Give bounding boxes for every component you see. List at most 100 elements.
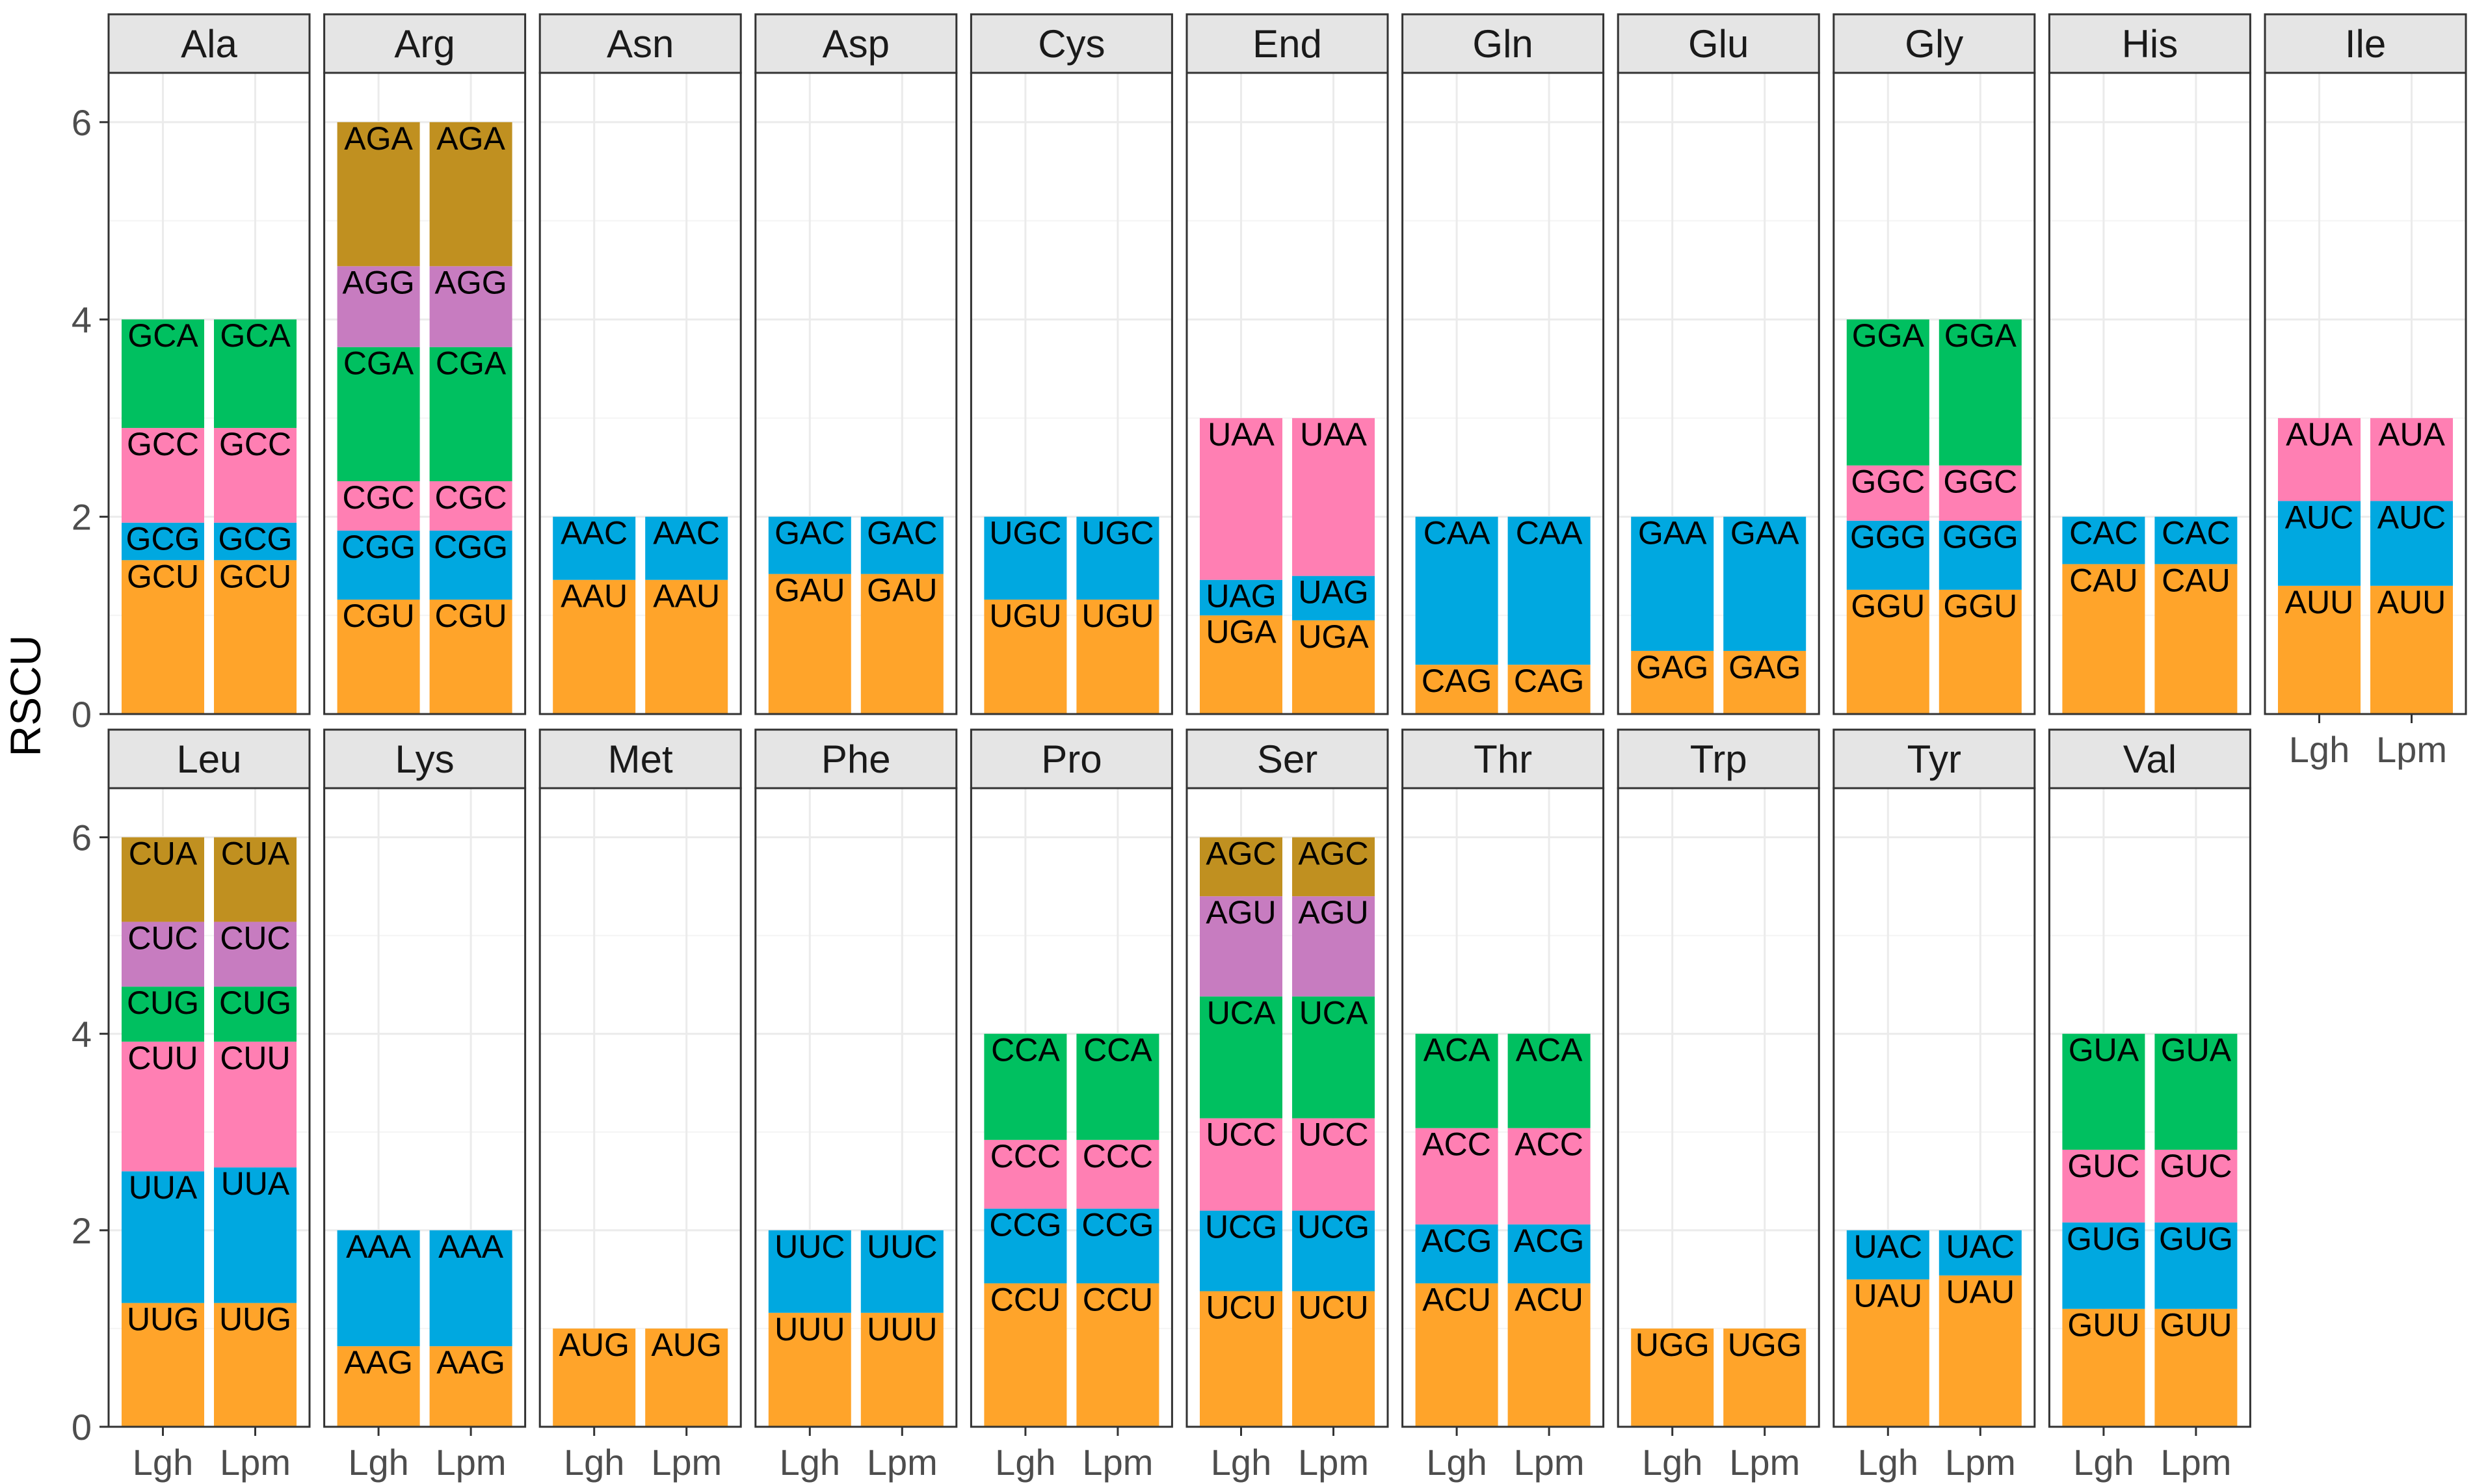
bar-segment-cug	[214, 987, 297, 1042]
codon-label: UUA	[221, 1165, 290, 1202]
facet-phe: Phe UUU UUC UUU UUC Lgh Lpm	[754, 728, 958, 1483]
bar-segment-guc	[2062, 1149, 2145, 1223]
bar-segment-caa	[1507, 516, 1591, 665]
codon-label: GGG	[1942, 519, 2018, 555]
codon-label: ACU	[1422, 1281, 1491, 1318]
codon-label: UCU	[1298, 1290, 1368, 1326]
codon-label: CUC	[127, 920, 198, 956]
bar-segment-ucg	[1200, 1210, 1282, 1292]
bar-segment-cga	[429, 347, 512, 482]
bar-segment-uag	[1200, 579, 1282, 616]
facet-strip	[1185, 13, 1389, 74]
facet-pro: Pro CCU CCG CCC CCA CCU CCG CCC CCA Lgh Lpm	[970, 728, 1173, 1483]
codon-label: AGC	[1298, 836, 1368, 872]
facet-strip	[1185, 728, 1389, 789]
x-tick-label: Lgh	[2289, 729, 2349, 770]
codon-label: GUC	[2160, 1148, 2232, 1184]
facet-leu: Leu UUG UUA CUU CUG CUC CUA UUG UUA CUU CUG CUC CUA 0…	[72, 728, 311, 1483]
facet-strip-label: Lys	[395, 737, 455, 781]
y-tick-label: 2	[72, 1210, 92, 1251]
bar-segment-gug	[2062, 1222, 2145, 1309]
bar-segment-aua	[2370, 417, 2453, 501]
x-tick-label: Lgh	[1858, 1442, 1918, 1483]
codon-label: CUG	[219, 985, 291, 1021]
facet-strip	[107, 728, 311, 789]
bar-segment-uca	[1292, 996, 1375, 1119]
codon-label: GUG	[2067, 1221, 2141, 1257]
codon-label: AGC	[1206, 836, 1276, 872]
bar-segment-caa	[1415, 516, 1498, 665]
bar-segment-cca	[984, 1033, 1067, 1140]
x-tick-label: Lgh	[1426, 1442, 1487, 1483]
bar-segment-acg	[1415, 1224, 1498, 1284]
bar-segment-acu	[1415, 1283, 1498, 1427]
x-tick-label: Lgh	[564, 1442, 624, 1483]
codon-label: UCG	[1205, 1209, 1277, 1245]
facet-strip-label: Phe	[821, 737, 891, 781]
bar-segment-ggg	[1939, 520, 2022, 590]
bar-segment-cga	[337, 347, 420, 482]
x-tick-label: Lgh	[780, 1442, 840, 1483]
codon-label: UAG	[1206, 578, 1276, 615]
facet-strip-label: Ser	[1257, 737, 1317, 781]
codon-label: GCU	[127, 558, 199, 594]
codon-label: ACG	[1422, 1223, 1492, 1259]
bar-segment-aua	[2278, 417, 2361, 501]
bar-segment-cua	[214, 837, 297, 922]
codon-label: UCC	[1206, 1117, 1276, 1153]
bar-segment-uuc	[860, 1230, 944, 1313]
codon-label: GAG	[1728, 649, 1801, 685]
codon-label: CUA	[129, 836, 198, 872]
bar-segment-uga	[1200, 615, 1282, 714]
x-tick-label: Lgh	[995, 1442, 1055, 1483]
codon-label: AGG	[435, 264, 507, 300]
codon-label: UGA	[1206, 613, 1277, 650]
codon-label: CCC	[1083, 1138, 1153, 1174]
facet-ser: Ser UCU UCG UCC UCA AGU AGC UCU UCG UCC UCA AGU AGC L…	[1185, 728, 1389, 1483]
codon-label: AUG	[559, 1327, 629, 1363]
codon-label: CCC	[990, 1138, 1061, 1174]
bar-segment-ugu	[984, 600, 1067, 714]
codon-label: CCU	[1083, 1281, 1153, 1318]
bar-segment-aau	[645, 579, 728, 714]
x-tick-label: Lpm	[436, 1442, 507, 1483]
facet-strip-label: Met	[608, 737, 673, 781]
panel-border	[2048, 787, 2251, 1428]
codon-label: CGC	[435, 479, 507, 516]
bar-segment-cuc	[214, 921, 297, 987]
bar-segment-aaa	[337, 1230, 420, 1347]
codon-label: GCC	[127, 426, 199, 462]
bar-segment-agc	[1200, 837, 1282, 897]
codon-label: ACC	[1515, 1126, 1583, 1163]
bar-segment-ugc	[1076, 516, 1159, 600]
bar-segment-uac	[1939, 1230, 2022, 1276]
panel-border	[323, 787, 527, 1428]
bar-segment-aau	[553, 579, 636, 714]
bar-segment-gcu	[122, 560, 204, 714]
codon-label: AAA	[438, 1228, 504, 1265]
bar-segment-ggg	[1846, 520, 1929, 590]
bar-segment-agu	[1292, 896, 1375, 997]
codon-label: AUG	[652, 1327, 722, 1363]
bar-segment-auc	[2370, 501, 2453, 586]
bar-segment-uac	[1846, 1230, 1929, 1280]
codon-label: ACC	[1422, 1126, 1491, 1163]
bar-segment-cgc	[337, 481, 420, 531]
codon-label: CAG	[1422, 663, 1492, 699]
bar-segment-cgg	[337, 530, 420, 600]
bar-segment-cac	[2154, 516, 2238, 564]
facet-strip	[754, 13, 958, 74]
bar-segment-agu	[1200, 896, 1282, 997]
facet-strip	[323, 728, 527, 789]
bar-segment-aag	[429, 1346, 512, 1427]
bar-segment-gga	[1939, 319, 2022, 466]
codon-label: CUG	[127, 985, 199, 1021]
y-tick-label: 6	[72, 817, 92, 858]
codon-label: CGU	[343, 598, 415, 634]
codon-label: UAC	[1854, 1228, 1923, 1265]
codon-label: AAG	[436, 1344, 505, 1381]
codon-label: CGC	[343, 479, 415, 516]
codon-label: UGG	[1728, 1327, 1802, 1363]
bar-segment-agc	[1292, 837, 1375, 897]
codon-label: GUA	[2161, 1032, 2232, 1068]
